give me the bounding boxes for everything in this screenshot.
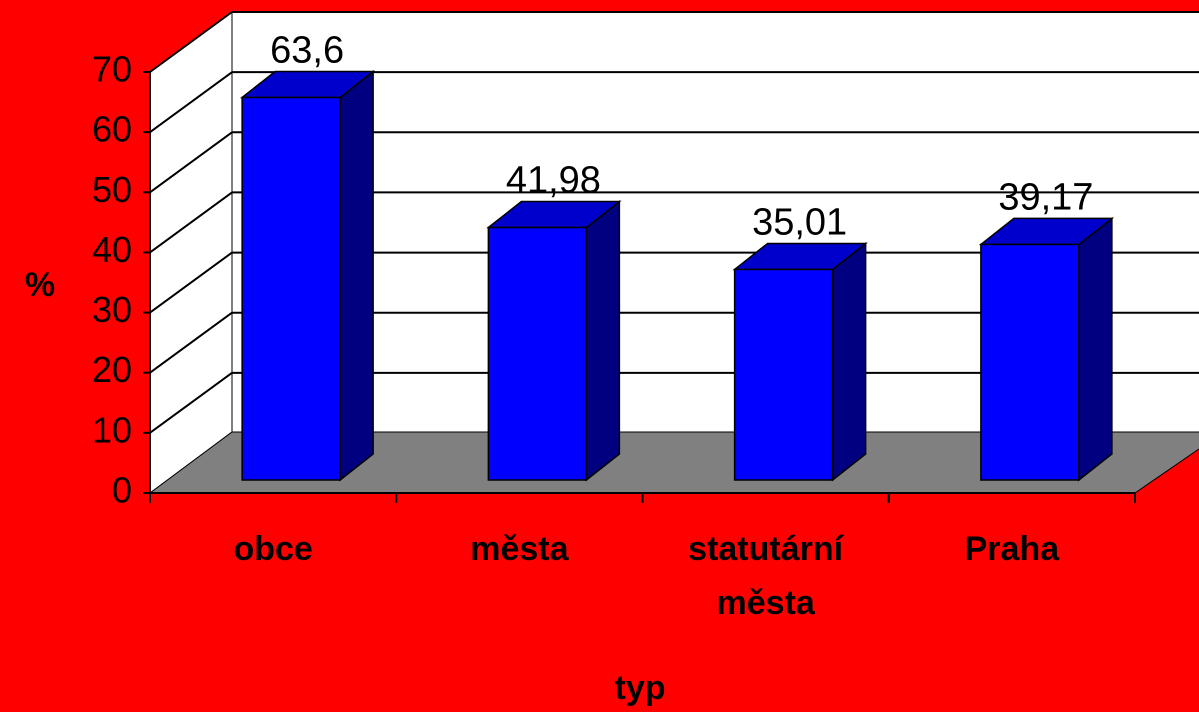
grid-line [149, 251, 233, 314]
x-tick-label: Praha [964, 530, 1060, 568]
grid-line [149, 71, 233, 133]
y-tick-label: 40 [92, 229, 132, 270]
bar-side [339, 69, 374, 482]
bar-front [487, 226, 588, 481]
bar-front [980, 243, 1080, 481]
y-axis-label: % [25, 266, 55, 304]
y-tick-label: 50 [92, 169, 132, 210]
bar-side [1078, 216, 1113, 482]
value-label: 41,98 [506, 160, 601, 202]
grid-line [149, 372, 233, 434]
value-label: 63,6 [270, 30, 344, 72]
x-axis-label: typ [615, 669, 666, 707]
x-tick-label: města [470, 530, 569, 568]
y-tick-label: 0 [112, 470, 132, 511]
side-wall [149, 11, 233, 494]
value-label: 35,01 [752, 201, 847, 243]
y-tick-label: 20 [92, 349, 132, 390]
bar-front [733, 268, 834, 481]
bar [978, 216, 1115, 482]
bar-side [585, 199, 621, 482]
bar [239, 69, 376, 482]
grid-line [149, 11, 233, 73]
value-label: 39,17 [998, 176, 1093, 218]
y-tick-label: 60 [92, 109, 132, 150]
y-tick-label: 30 [92, 289, 132, 330]
bar [486, 199, 622, 482]
x-tick-label: statutární města [688, 530, 844, 622]
y-tick-label: 70 [92, 49, 132, 90]
grid-line [149, 311, 233, 374]
bar-front [241, 96, 341, 481]
bar-side [831, 241, 867, 482]
grid-line [149, 191, 233, 254]
y-tick-label: 10 [92, 409, 132, 450]
grid-line [149, 131, 233, 194]
x-tick-label: obce [233, 530, 313, 568]
bar [732, 241, 868, 482]
